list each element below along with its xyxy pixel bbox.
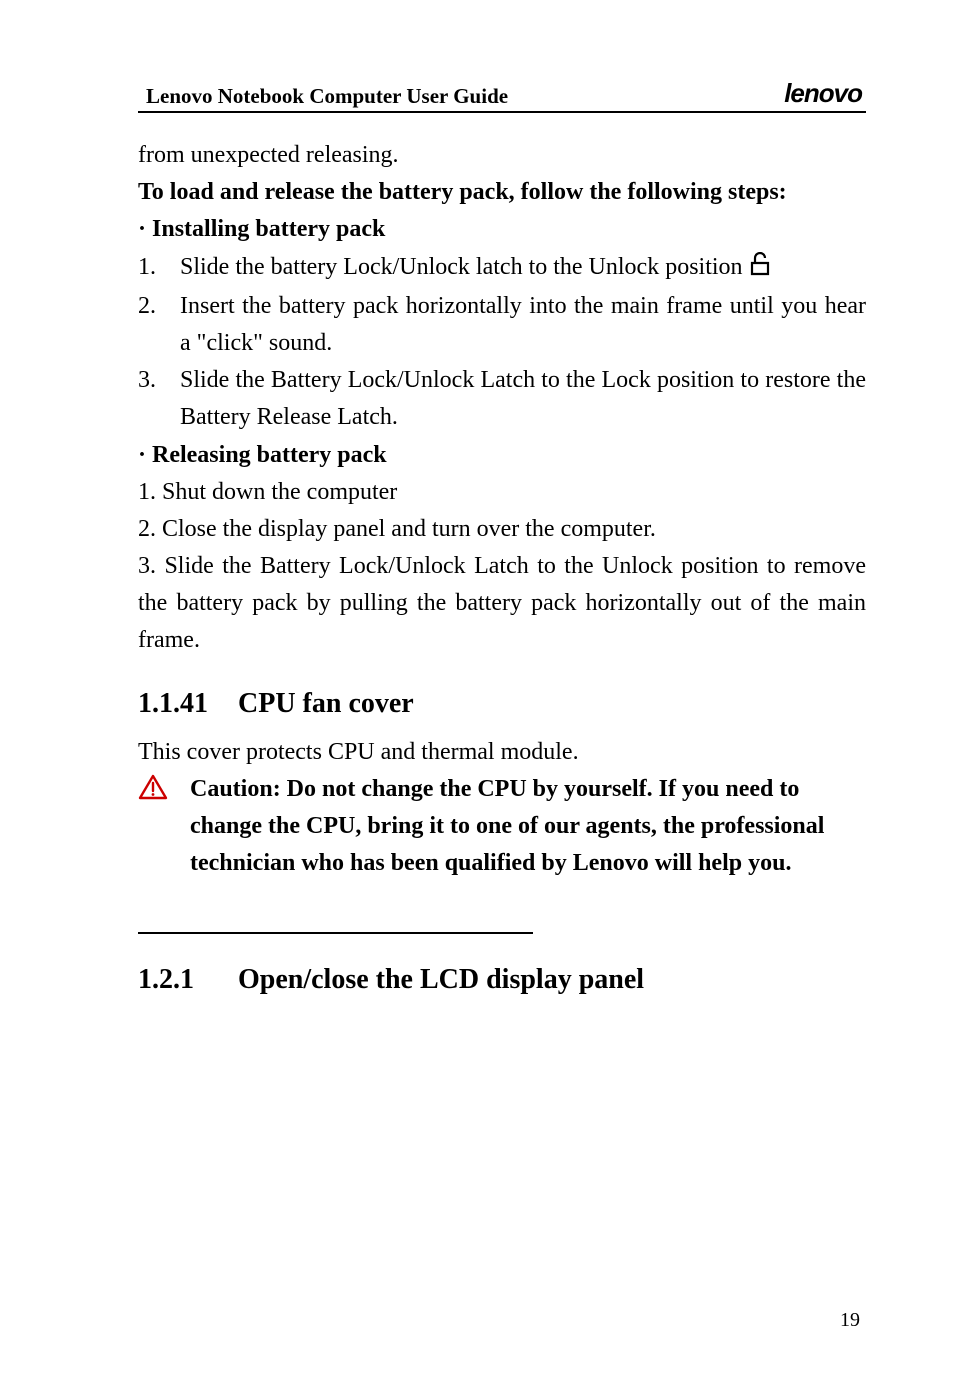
list-text: Slide the Battery Lock/Unlock Latch to t…	[180, 362, 866, 436]
list-number: 3.	[138, 362, 180, 436]
intro-line: from unexpected releasing.	[138, 137, 866, 174]
release-step-3: 3. Slide the Battery Lock/Unlock Latch t…	[138, 548, 866, 660]
unlock-icon	[749, 251, 771, 288]
section-cpu-heading: 1.1.41 CPU fan cover	[138, 688, 866, 720]
section-lcd-heading: 1.2.1 Open/close the LCD display panel	[138, 964, 866, 996]
list-item: 3. Slide the Battery Lock/Unlock Latch t…	[138, 362, 866, 436]
section-number: 1.2.1	[138, 964, 238, 996]
page-number: 19	[840, 1309, 860, 1332]
section-number: 1.1.41	[138, 688, 238, 720]
caution-block: Caution: Do not change the CPU by yourse…	[138, 771, 866, 883]
section-title: Open/close the LCD display panel	[238, 964, 644, 996]
section-divider	[138, 932, 533, 934]
page-header: Lenovo Notebook Computer User Guide leno…	[138, 78, 866, 113]
release-step-2: 2. Close the display panel and turn over…	[138, 511, 866, 548]
list-text: Insert the battery pack horizontally int…	[180, 288, 866, 362]
header-title: Lenovo Notebook Computer User Guide	[138, 84, 508, 109]
section-title: CPU fan cover	[238, 688, 414, 720]
install-steps: 1. Slide the battery Lock/Unlock latch t…	[138, 249, 866, 437]
step-1-text: Slide the battery Lock/Unlock latch to t…	[180, 254, 749, 280]
list-item: 1. Slide the battery Lock/Unlock latch t…	[138, 249, 866, 288]
list-item: 2. Insert the battery pack horizontally …	[138, 288, 866, 362]
lenovo-logo: lenovo	[784, 78, 866, 109]
list-number: 2.	[138, 288, 180, 362]
list-number: 1.	[138, 249, 180, 288]
release-heading: · Releasing battery pack	[138, 437, 866, 474]
load-release-heading: To load and release the battery pack, fo…	[138, 174, 866, 211]
install-heading: · Installing battery pack	[138, 211, 866, 248]
list-text: Slide the battery Lock/Unlock latch to t…	[180, 249, 866, 288]
caution-text: Caution: Do not change the CPU by yourse…	[190, 771, 866, 883]
release-step-1: 1. Shut down the computer	[138, 474, 866, 511]
cpu-cover-text: This cover protects CPU and thermal modu…	[138, 734, 866, 771]
warning-icon	[138, 771, 190, 883]
